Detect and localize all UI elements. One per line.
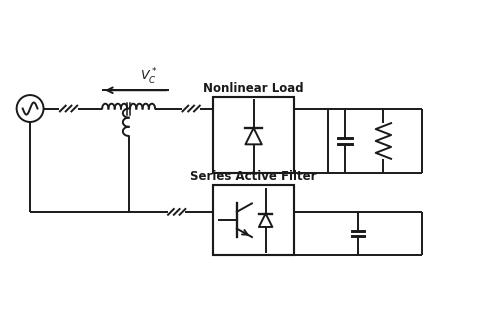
Polygon shape [259, 213, 272, 227]
Bar [213, 185, 294, 255]
Text: Nonlinear Load: Nonlinear Load [203, 82, 304, 94]
Text: $V_C^*$: $V_C^*$ [141, 67, 158, 87]
Text: Series Active Filter: Series Active Filter [190, 170, 317, 183]
Bar [213, 96, 294, 173]
Polygon shape [245, 128, 262, 144]
